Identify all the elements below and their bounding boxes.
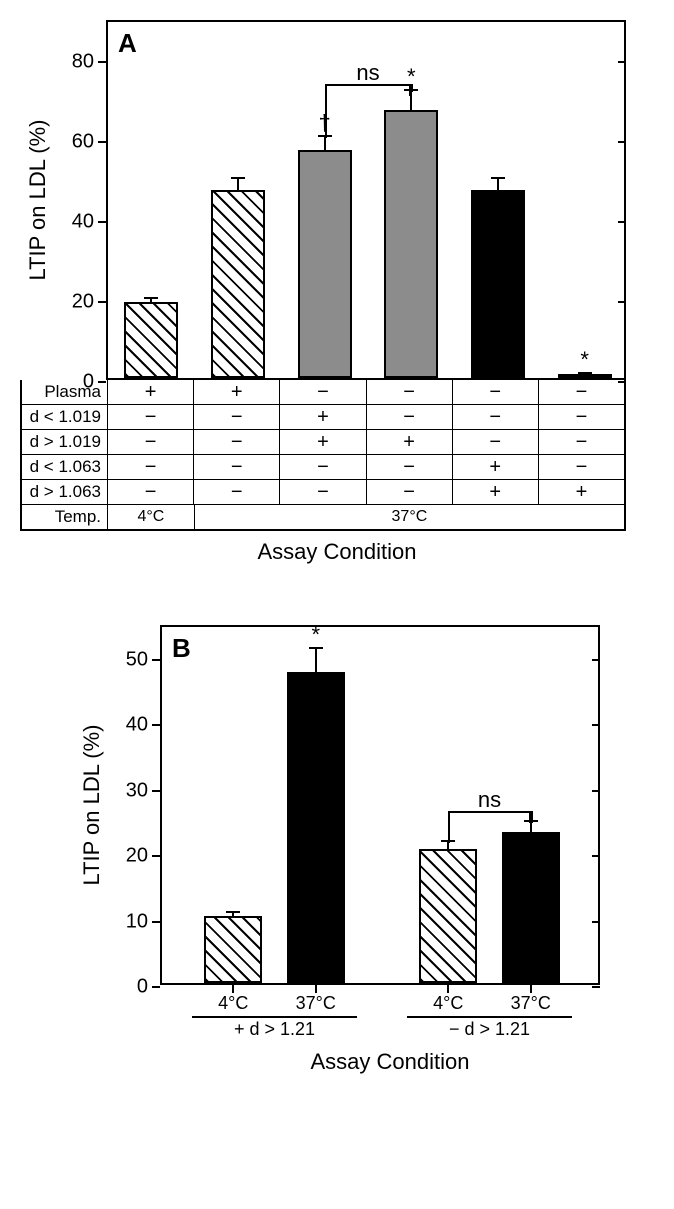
condition-cell: − [194,455,280,479]
xlabel-b: Assay Condition [160,1049,620,1075]
condition-cell: − [367,480,453,504]
group-label: − d > 1.21 [449,1019,530,1040]
condition-cell: − [280,380,366,404]
xtick-label: 37°C [511,993,551,1014]
condition-cell: + [539,480,624,504]
condition-cell: − [367,405,453,429]
temp-cell: 4°C [108,505,195,529]
bar [471,190,525,378]
condition-cell: − [539,430,624,454]
condition-cell: + [453,480,539,504]
condition-cell: + [108,380,194,404]
ytick-label: 20 [126,845,162,868]
condition-cell: − [453,405,539,429]
panel-a: A LTIP on LDL (%) 020406080†**ns Plasma+… [20,20,654,565]
panel-letter-a: A [118,28,137,59]
condition-cell: − [367,380,453,404]
condition-cell: + [367,430,453,454]
bar [298,150,352,378]
condition-cell: − [539,380,624,404]
ylabel-a: LTIP on LDL (%) [25,120,51,281]
bar [124,302,178,378]
condition-cell: − [280,455,366,479]
panel-b: B LTIP on LDL (%) 0 10 20 30 40 50 4°C * 37°C + d… [80,625,620,1075]
ytick-label: 40 [126,714,162,737]
group-label: + d > 1.21 [234,1019,315,1040]
condition-row-label: d > 1.063 [22,480,108,504]
temp-label: Temp. [22,505,108,529]
bar [204,916,262,983]
condition-cell: − [194,430,280,454]
ytick-label: 80 [72,51,108,74]
bar [287,672,345,983]
ytick-label: 30 [126,779,162,802]
condition-cell: − [453,430,539,454]
ytick-label: 0 [137,976,162,999]
condition-row-label: d > 1.019 [22,430,108,454]
ytick-label: 10 [126,910,162,933]
condition-cell: − [194,405,280,429]
chart-a: A LTIP on LDL (%) 020406080†**ns [106,20,626,380]
bar [211,190,265,378]
significance-mark: * [580,347,589,373]
condition-cell: − [453,380,539,404]
ytick-label: 60 [72,131,108,154]
condition-cell: − [194,480,280,504]
temp-cell: 37°C [195,505,624,529]
ns-label: ns [356,60,379,86]
condition-cell: − [108,480,194,504]
ytick-label: 20 [72,291,108,314]
bar [384,110,438,378]
ylabel-b: LTIP on LDL (%) [79,725,105,886]
condition-cell: + [453,455,539,479]
xtick-label: 37°C [296,993,336,1014]
chart-b: B LTIP on LDL (%) 010203040504°C*37°C+ d… [160,625,600,985]
condition-row-label: d < 1.063 [22,455,108,479]
xlabel-a: Assay Condition [20,539,654,565]
condition-cell: − [108,405,194,429]
ytick-label: 0 [83,371,108,394]
xtick-label: 4°C [433,993,463,1014]
condition-cell: + [280,430,366,454]
condition-table-a: Plasma++−−−−d < 1.019−−+−−−d > 1.019−−++… [20,380,654,531]
bar [558,374,612,378]
significance-mark: * [311,622,320,648]
condition-cell: − [108,430,194,454]
condition-cell: + [280,405,366,429]
condition-cell: + [194,380,280,404]
ytick-label: 40 [72,211,108,234]
ns-label: ns [478,787,501,813]
condition-cell: − [280,480,366,504]
xtick-label: 4°C [218,993,248,1014]
panel-letter-b: B [172,633,191,664]
condition-cell: − [108,455,194,479]
condition-row-label: d < 1.019 [22,405,108,429]
ytick-label: 50 [126,648,162,671]
bar [419,849,477,983]
condition-cell: − [539,455,624,479]
condition-cell: − [539,405,624,429]
condition-cell: − [367,455,453,479]
bar [502,832,560,983]
